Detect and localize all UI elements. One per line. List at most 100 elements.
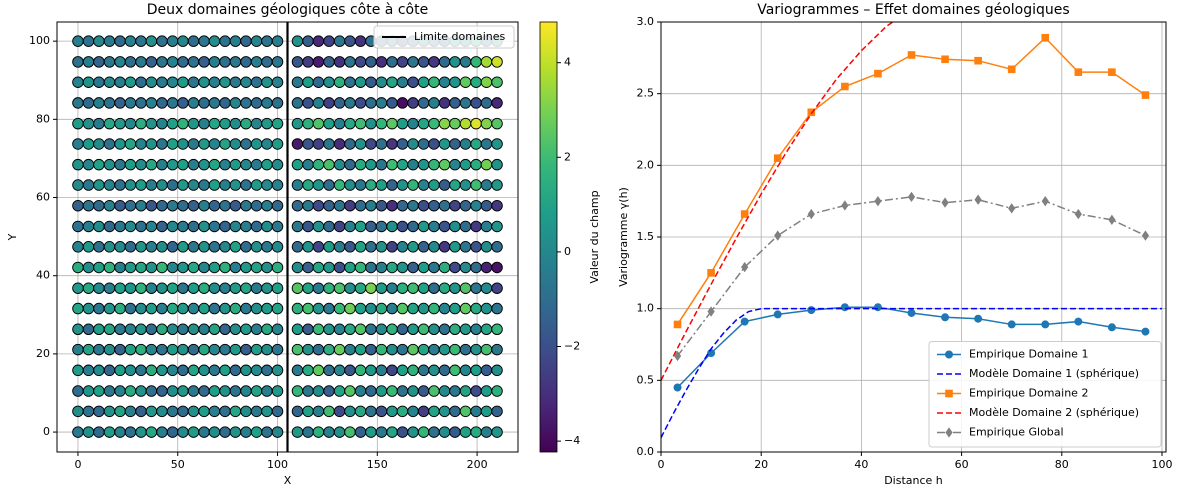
point <box>354 97 367 109</box>
point <box>417 97 430 109</box>
point <box>480 138 493 150</box>
point <box>250 97 263 109</box>
point <box>417 220 430 233</box>
point <box>166 117 179 130</box>
point <box>449 220 461 233</box>
point <box>208 323 221 336</box>
point <box>417 426 430 438</box>
colorbar-label: Valeur du champ <box>588 190 601 283</box>
marker <box>945 389 953 398</box>
point <box>114 56 126 68</box>
point <box>344 282 356 294</box>
x-tick-label: 100 <box>1151 458 1172 471</box>
point <box>229 405 242 418</box>
point <box>480 241 493 253</box>
x-axis-label: X <box>284 474 292 487</box>
point <box>240 97 252 109</box>
point <box>261 179 273 191</box>
point <box>82 158 95 171</box>
point <box>177 426 189 438</box>
point <box>114 179 126 191</box>
marker <box>1141 91 1150 99</box>
x-tick-label: 80 <box>1055 458 1069 471</box>
point <box>145 302 158 315</box>
point <box>219 364 231 377</box>
point <box>344 76 356 88</box>
point <box>114 76 126 88</box>
point <box>219 179 231 191</box>
point <box>156 117 168 130</box>
point <box>302 302 314 315</box>
point <box>156 76 168 88</box>
point <box>145 364 158 377</box>
point <box>312 323 325 336</box>
point <box>271 302 284 315</box>
point <box>312 385 325 397</box>
point <box>124 364 137 377</box>
point <box>261 158 273 171</box>
series-line <box>661 22 895 381</box>
point <box>145 426 158 438</box>
point <box>208 364 221 377</box>
marker <box>673 383 682 392</box>
point <box>344 426 356 438</box>
marker <box>945 427 953 438</box>
point <box>302 76 314 88</box>
point <box>438 385 451 397</box>
point <box>177 241 189 253</box>
point <box>333 199 346 212</box>
point <box>250 117 263 130</box>
point <box>323 97 335 109</box>
point <box>312 35 325 47</box>
point <box>291 76 304 88</box>
point <box>449 426 461 438</box>
point <box>333 220 346 233</box>
point <box>135 220 147 233</box>
point <box>103 323 116 336</box>
point <box>375 261 388 274</box>
point <box>396 302 409 315</box>
point <box>459 179 472 191</box>
point <box>145 241 158 253</box>
point <box>344 241 356 253</box>
point <box>208 199 221 212</box>
point <box>438 261 451 274</box>
point <box>156 261 168 274</box>
point <box>407 302 419 315</box>
point <box>261 364 273 377</box>
point <box>491 405 503 418</box>
point <box>114 199 126 212</box>
y-tick-label: 40 <box>36 269 50 282</box>
point <box>103 56 116 68</box>
point <box>208 241 221 253</box>
point <box>407 117 419 130</box>
point <box>208 405 221 418</box>
point <box>219 261 231 274</box>
point <box>166 385 179 397</box>
point <box>323 220 335 233</box>
point <box>417 323 430 336</box>
point <box>93 282 105 294</box>
point <box>145 261 158 274</box>
point <box>82 405 95 418</box>
marker <box>707 306 715 317</box>
point <box>323 364 335 377</box>
point <box>354 158 367 171</box>
point <box>417 343 430 356</box>
point <box>291 405 304 418</box>
point <box>428 302 440 315</box>
point <box>333 241 346 253</box>
point <box>177 56 189 68</box>
point <box>93 220 105 233</box>
point <box>312 405 325 418</box>
x-tick-label: 0 <box>658 458 665 471</box>
marker <box>807 208 815 220</box>
point <box>323 426 335 438</box>
point <box>302 405 314 418</box>
x-axis-label: Distance h <box>884 474 943 487</box>
point <box>375 282 388 294</box>
point <box>386 282 398 294</box>
point <box>187 241 200 253</box>
chart-title: Variogrammes – Effet domaines géologique… <box>757 2 1069 18</box>
point <box>93 158 105 171</box>
